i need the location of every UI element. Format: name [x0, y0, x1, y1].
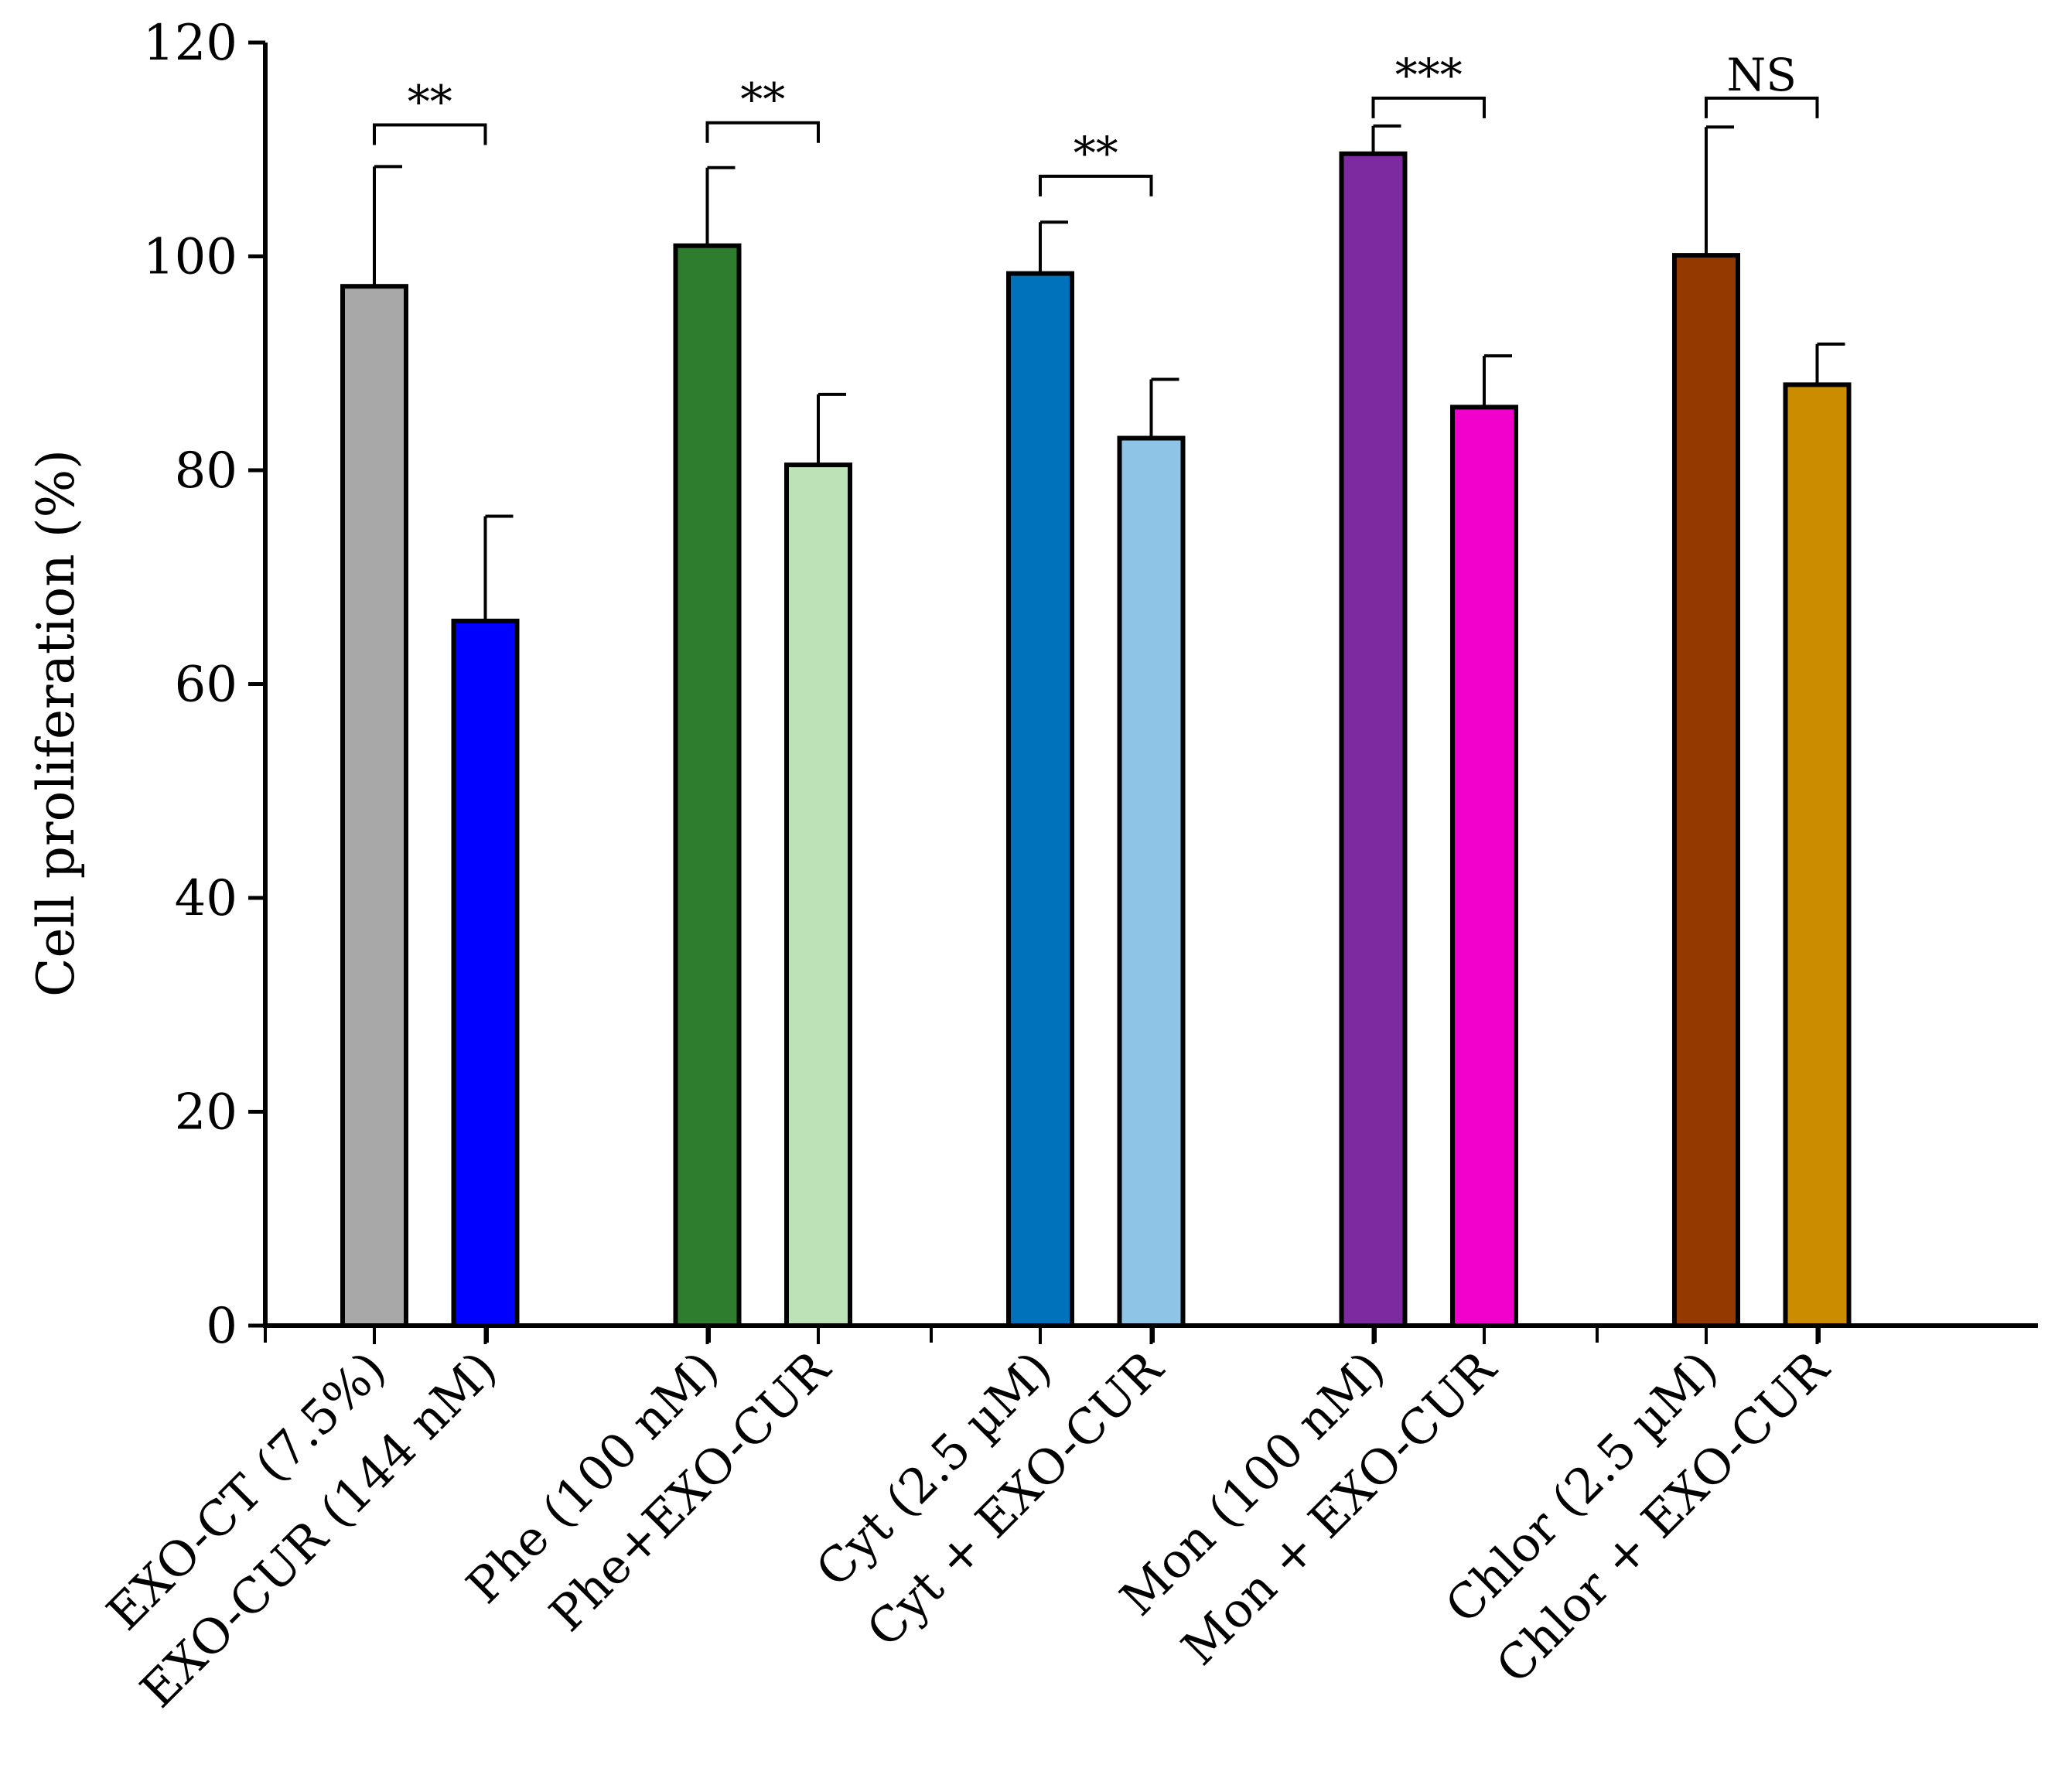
significance-bracket: [1039, 174, 1153, 196]
significance-bracket: [1371, 96, 1486, 118]
significance-bracket: [1705, 96, 1819, 118]
y-tick-label: 80: [175, 442, 237, 500]
bar: [1339, 151, 1408, 1328]
significance-label: NS: [1727, 49, 1797, 101]
y-tick-label: 100: [143, 229, 237, 286]
bar: [451, 618, 520, 1328]
significance-label: **: [1074, 127, 1118, 179]
bar: [1672, 253, 1740, 1328]
significance-bracket: [705, 121, 820, 143]
significance-label: **: [740, 73, 785, 126]
y-tick-label: 0: [206, 1298, 237, 1355]
y-axis-title: Cell proliferation (%): [26, 449, 86, 997]
bar: [1117, 435, 1186, 1328]
bar: [784, 462, 852, 1328]
bar: [1783, 382, 1852, 1328]
y-tick-label: 40: [175, 870, 237, 927]
significance-label: ***: [1395, 49, 1463, 101]
y-tick-label: 20: [175, 1084, 237, 1142]
bar: [340, 284, 408, 1329]
significance-label: **: [408, 75, 452, 128]
bar: [673, 243, 742, 1328]
bar: [1450, 404, 1518, 1328]
y-tick-label: 60: [175, 657, 237, 714]
y-tick-label: 120: [143, 15, 237, 72]
bar: [1006, 271, 1074, 1328]
significance-bracket: [373, 123, 487, 145]
